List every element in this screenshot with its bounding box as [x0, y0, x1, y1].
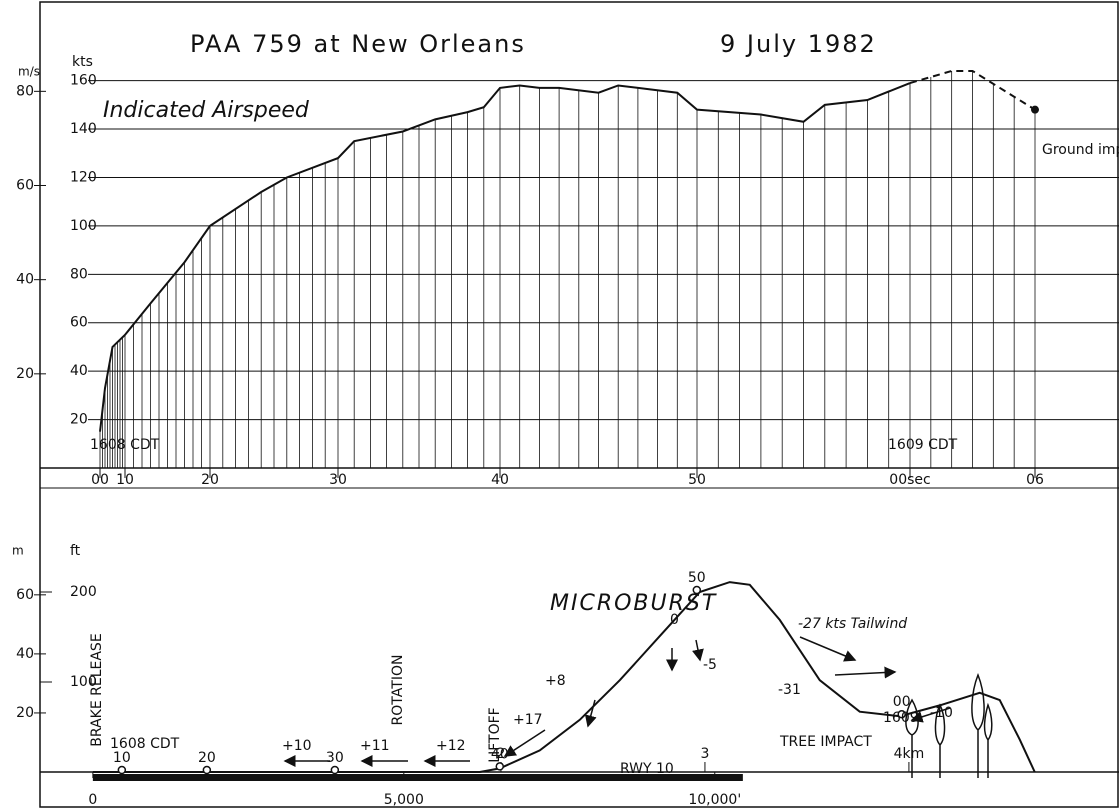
annotation: 1608 CDT [90, 437, 160, 453]
y2-tick-label: 60 [16, 178, 34, 194]
wind-arrow [503, 729, 546, 757]
y2-axis-label: m/s [18, 65, 40, 79]
series-label: Indicated Airspeed [103, 98, 310, 123]
y-tick-label: 120 [70, 169, 97, 185]
x2-tick-label: 4km [894, 746, 925, 762]
time-mark [330, 765, 340, 775]
time-mark [202, 765, 212, 775]
x-tick-label: 10,000' [688, 792, 741, 808]
y2-tick-label: 80 [16, 83, 34, 99]
x-tick-label: 06 [1026, 472, 1044, 488]
annotation: BRAKE RELEASE [89, 633, 105, 746]
wind-arrow [834, 666, 897, 679]
y-tick-label: 100 [70, 674, 97, 690]
y-tick-label: 80 [70, 266, 88, 282]
wind-label: +11 [360, 738, 390, 754]
y-tick-label: 100 [70, 218, 97, 234]
chart-subtitle: 9 July 1982 [720, 30, 877, 58]
y2-tick-label: 40 [16, 272, 34, 288]
x-tick-label: 50 [688, 472, 706, 488]
y2-tick-label: 60 [16, 587, 34, 603]
wind-label: -5 [703, 657, 717, 673]
x-tick-label: 5,000 [384, 792, 424, 808]
wind-label: 0 [670, 612, 679, 628]
line-series [92, 581, 1036, 773]
wind-label: +10 [282, 738, 312, 754]
time-mark [495, 762, 505, 771]
annotation: RWY 10 [620, 761, 674, 777]
wind-label: -31 [778, 682, 801, 698]
chart-title: PAA 759 at New Orleans [190, 30, 526, 58]
annotation: 1608 CDT [110, 736, 180, 752]
y-tick-label: 160 [70, 73, 97, 89]
y-tick-label: 200 [70, 584, 97, 600]
frame [39, 1, 1119, 808]
annotation: LIFTOFF [487, 707, 503, 762]
time-mark-label: 20 [198, 750, 216, 766]
time-mark-label: 30 [326, 750, 344, 766]
y-tick-label: 40 [70, 363, 88, 379]
x-tick-label: 20 [201, 472, 219, 488]
wind-label: +12 [436, 738, 466, 754]
y2-tick-label: 20 [16, 366, 34, 382]
wind-arrow [799, 636, 857, 662]
chart-title: MICROBURST [550, 591, 717, 616]
x-tick-label: 40 [491, 472, 509, 488]
x2-tick-label: 3 [700, 746, 709, 762]
y2-axis-label: m [12, 544, 24, 558]
x-tick-label: 30 [329, 472, 347, 488]
annotation: 1609 CDT [888, 437, 958, 453]
wind-label: -27 kts Tailwind [798, 616, 907, 632]
x2-tick-label: 2 [497, 746, 506, 762]
annotation: TREE IMPACT [779, 734, 872, 750]
y-tick-label: 60 [70, 315, 88, 331]
time-mark [897, 709, 906, 719]
ground-impact-point [1031, 105, 1039, 114]
wind-label: +8 [545, 673, 566, 689]
x-tick-label: 0 [88, 792, 97, 808]
time-mark-label: 00 [893, 694, 911, 710]
runway [92, 774, 743, 781]
y2-tick-label: 40 [16, 646, 34, 662]
wind-arrow [910, 707, 951, 723]
line-series [99, 82, 911, 432]
time-mark [692, 585, 702, 595]
wind-arrow [692, 639, 704, 662]
x-tick-label: 00sec [889, 472, 930, 488]
time-mark-label: 10 [113, 750, 131, 766]
y2-tick-label: 20 [16, 705, 34, 721]
y-axis-label: kts [72, 54, 93, 70]
wind-arrow [584, 699, 597, 728]
y-tick-label: 140 [70, 121, 97, 137]
annotation: ROTATION [390, 655, 406, 726]
time-mark [117, 765, 127, 775]
wind-label: +17 [513, 712, 543, 728]
line-series [909, 69, 1036, 111]
x-tick-label: 10 [116, 472, 134, 488]
annotation: 1609 [883, 710, 919, 726]
time-mark-label: 50 [688, 570, 706, 586]
x-tick-label: 00 [91, 472, 109, 488]
trees [905, 672, 993, 778]
y-tick-label: 20 [70, 412, 88, 428]
annotation: Ground impact [1042, 142, 1119, 158]
y-axis-label: ft [70, 543, 81, 559]
